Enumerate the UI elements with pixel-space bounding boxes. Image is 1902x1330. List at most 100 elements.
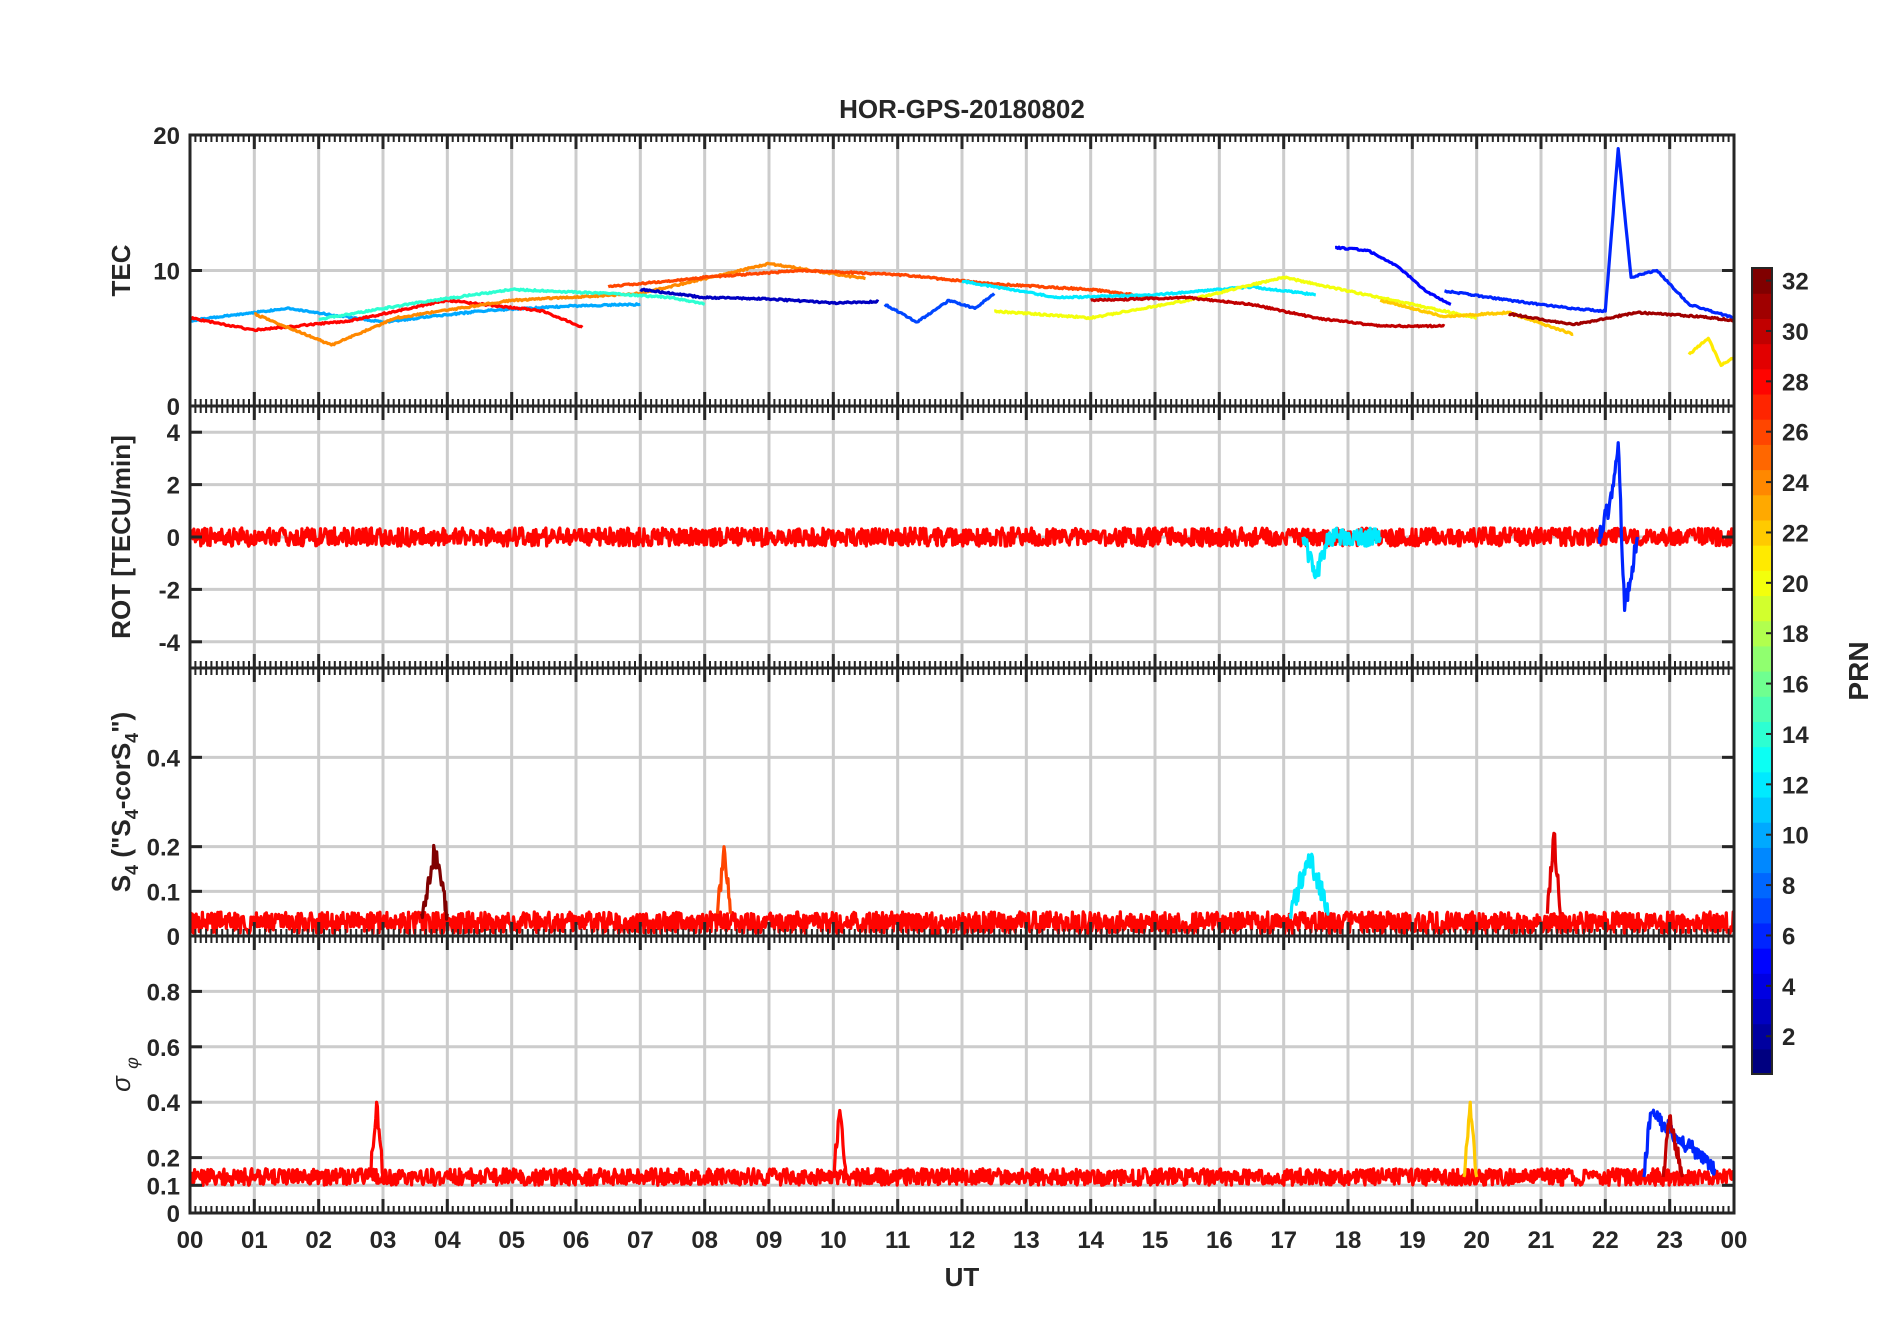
colorbar-swatch — [1752, 545, 1772, 571]
colorbar-swatch — [1752, 696, 1772, 722]
x-tick-label: 19 — [1399, 1227, 1426, 1254]
y-tick-label: -2 — [159, 577, 180, 604]
series-line-prn-26 — [607, 268, 1156, 300]
series-line-prn-31 — [1507, 310, 1734, 327]
colorbar-tick-label: 30 — [1782, 319, 1809, 346]
y-tick-label: 0.1 — [147, 1173, 180, 1200]
colorbar-swatch — [1752, 1048, 1772, 1075]
x-tick-label: 20 — [1463, 1227, 1490, 1254]
colorbar-swatch — [1752, 268, 1772, 294]
y-tick-label: 0.4 — [147, 1090, 181, 1117]
series-group — [190, 441, 1734, 613]
colorbar-swatch — [1752, 671, 1772, 697]
colorbar-swatch — [1752, 822, 1772, 848]
panel-4: 00.10.2 0.4 0.6 0.8 σ φ — [106, 934, 1736, 1228]
series-line-prn-21 — [1687, 336, 1734, 367]
y-axis-label-part: -corS — [106, 743, 136, 809]
colorbar-tick-label: 4 — [1782, 974, 1796, 1001]
x-major-ticks — [188, 936, 1736, 1213]
y-axis-label: TEC — [106, 244, 136, 296]
x-tick-label: 17 — [1270, 1227, 1297, 1254]
colorbar-swatch — [1752, 973, 1772, 1000]
colorbar-tick-label: 20 — [1782, 571, 1809, 598]
series-line-prn-14 — [318, 287, 706, 321]
colorbar-swatch — [1752, 494, 1772, 521]
series-group — [190, 147, 1734, 367]
x-tick-label: 15 — [1142, 1227, 1169, 1254]
x-tick-label: 00 — [177, 1227, 204, 1254]
x-tick-labels: 00 01 02 03 04 05 06 07 08 09 10 11 12 13 14 15 16 17 18 19… — [177, 1227, 1748, 1254]
y-tick-label: 0 — [167, 1201, 180, 1228]
series-line-prn-30 — [1661, 1114, 1685, 1178]
colorbar-tick-label: 26 — [1782, 420, 1809, 447]
colorbar-frame — [1751, 267, 1773, 1075]
series-line-prn-28 — [190, 298, 584, 333]
colorbar-swatch — [1752, 519, 1772, 546]
colorbar-swatch — [1752, 922, 1772, 949]
series-line-prn-12 — [1288, 852, 1330, 920]
colorbar-swatch — [1752, 771, 1772, 798]
series-line-prn-7 — [883, 292, 996, 324]
y-tick-label: 0 — [167, 394, 180, 421]
panel-1: 0 10 20 TEC — [106, 123, 1736, 421]
x-major-ticks — [188, 135, 1736, 406]
y-tick-label: 20 — [153, 123, 180, 150]
series-line-prn-30 — [1090, 295, 1446, 329]
series-line-prn-28 — [190, 1167, 1734, 1187]
x-tick-label: 12 — [949, 1227, 976, 1254]
x-tick-label: 13 — [1013, 1227, 1040, 1254]
y-tick-label: 0.2 — [147, 835, 180, 862]
colorbar-swatch — [1752, 998, 1772, 1025]
y-axis-label-part: 4 — [122, 733, 142, 743]
x-tick-label: 04 — [434, 1227, 461, 1254]
y-axis-label: ROT [TECU/min] — [106, 435, 136, 639]
x-major-ticks — [188, 668, 1736, 936]
x-tick-label: 10 — [820, 1227, 847, 1254]
series-group — [190, 1100, 1734, 1187]
series-line-prn-3 — [639, 287, 880, 306]
colorbar-swatch — [1752, 293, 1772, 319]
x-tick-label: 22 — [1592, 1227, 1619, 1254]
colorbar-swatch — [1752, 948, 1772, 974]
series-line-prn-20 — [993, 275, 1478, 321]
x-axis-label: UT — [945, 1262, 980, 1292]
x-tick-label: 05 — [498, 1227, 525, 1254]
x-major-ticks — [188, 406, 1736, 668]
colorbar-swatch — [1752, 796, 1772, 823]
series-line-prn-12 — [1301, 526, 1382, 580]
y-axis-label-part: σ — [106, 1075, 136, 1092]
colorbar-tick-label: 24 — [1782, 470, 1809, 497]
colorbar-swatch — [1752, 897, 1772, 924]
y-tick-label: 0.4 — [147, 745, 181, 772]
colorbar-tick-label: 12 — [1782, 772, 1809, 799]
colorbar-tick-label: 22 — [1782, 520, 1809, 547]
colorbar-swatch — [1752, 469, 1772, 496]
colorbar-tick-label: 14 — [1782, 722, 1809, 749]
x-tick-label: 21 — [1528, 1227, 1555, 1254]
colorbar-swatch — [1752, 419, 1772, 445]
series-line-prn-32 — [420, 843, 449, 921]
colorbar-swatch — [1752, 444, 1772, 471]
y-tick-label: 0.6 — [147, 1035, 180, 1062]
series-line-prn-6 — [1597, 441, 1640, 613]
colorbar-swatch — [1752, 847, 1772, 874]
x-tick-label: 14 — [1077, 1227, 1104, 1254]
x-tick-label: 08 — [691, 1227, 718, 1254]
colorbar-swatch — [1752, 393, 1772, 420]
series-line-prn-22 — [1379, 298, 1574, 336]
series-line-prn-29 — [1545, 831, 1562, 914]
panel-2: -4 -2 0 2 4 ROT [TECU/min] — [106, 404, 1736, 670]
x-tick-label: 23 — [1656, 1227, 1683, 1254]
colorbar-tick-label: 6 — [1782, 923, 1795, 950]
series-line-prn-12 — [961, 279, 1317, 300]
colorbar-tick-label: 32 — [1782, 269, 1809, 296]
colorbar-swatch — [1752, 746, 1772, 773]
colorbar-tick-label: 8 — [1782, 873, 1795, 900]
y-axis-label-part: ("S — [106, 819, 136, 865]
y-tick-label: 0.1 — [147, 879, 180, 906]
series-line-prn-6 — [1444, 147, 1734, 320]
series-line-prn-6 — [1642, 1108, 1717, 1178]
y-axis-label-part: ") — [106, 712, 136, 733]
colorbar-swatch — [1752, 343, 1772, 370]
